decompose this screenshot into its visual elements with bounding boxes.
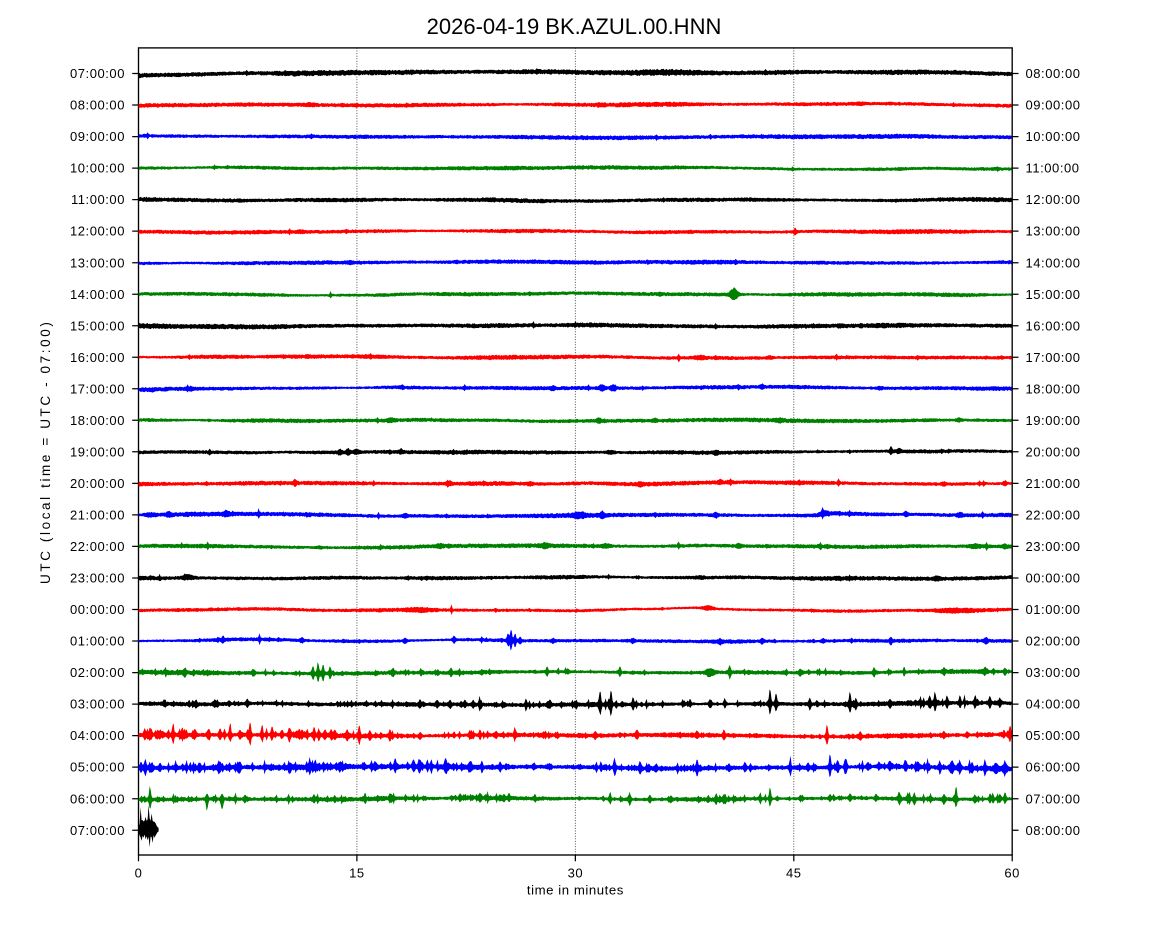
svg-text:05:00:00: 05:00:00 — [1026, 728, 1081, 743]
svg-text:19:00:00: 19:00:00 — [1026, 413, 1081, 428]
svg-text:21:00:00: 21:00:00 — [70, 508, 125, 523]
svg-text:01:00:00: 01:00:00 — [70, 634, 125, 649]
svg-text:17:00:00: 17:00:00 — [70, 381, 125, 396]
svg-text:03:00:00: 03:00:00 — [70, 697, 125, 712]
svg-text:22:00:00: 22:00:00 — [1026, 508, 1081, 523]
svg-text:45: 45 — [786, 865, 802, 880]
svg-text:14:00:00: 14:00:00 — [70, 287, 125, 302]
svg-text:12:00:00: 12:00:00 — [1026, 192, 1081, 207]
svg-text:00:00:00: 00:00:00 — [70, 602, 125, 617]
svg-text:02:00:00: 02:00:00 — [70, 665, 125, 680]
svg-text:08:00:00: 08:00:00 — [1026, 823, 1081, 838]
svg-text:07:00:00: 07:00:00 — [70, 66, 125, 81]
svg-text:time in minutes: time in minutes — [527, 883, 624, 898]
svg-text:01:00:00: 01:00:00 — [1026, 602, 1081, 617]
svg-text:10:00:00: 10:00:00 — [70, 161, 125, 176]
svg-text:18:00:00: 18:00:00 — [1026, 381, 1081, 396]
svg-text:04:00:00: 04:00:00 — [70, 728, 125, 743]
svg-text:18:00:00: 18:00:00 — [70, 413, 125, 428]
svg-text:15:00:00: 15:00:00 — [70, 318, 125, 333]
svg-text:22:00:00: 22:00:00 — [70, 539, 125, 554]
svg-text:21:00:00: 21:00:00 — [1026, 476, 1081, 491]
svg-text:10:00:00: 10:00:00 — [1026, 129, 1081, 144]
svg-text:13:00:00: 13:00:00 — [1026, 224, 1081, 239]
svg-text:20:00:00: 20:00:00 — [70, 476, 125, 491]
svg-text:07:00:00: 07:00:00 — [70, 823, 125, 838]
svg-text:2026-04-19 BK.AZUL.00.HNN: 2026-04-19 BK.AZUL.00.HNN — [427, 14, 722, 39]
svg-text:11:00:00: 11:00:00 — [1026, 161, 1080, 176]
svg-text:15:00:00: 15:00:00 — [1026, 287, 1081, 302]
svg-text:07:00:00: 07:00:00 — [1026, 791, 1081, 806]
svg-text:03:00:00: 03:00:00 — [1026, 665, 1081, 680]
svg-text:16:00:00: 16:00:00 — [1026, 318, 1081, 333]
svg-text:60: 60 — [1004, 865, 1020, 880]
svg-text:13:00:00: 13:00:00 — [70, 255, 125, 270]
svg-text:06:00:00: 06:00:00 — [70, 791, 125, 806]
svg-text:09:00:00: 09:00:00 — [1026, 98, 1081, 113]
svg-text:UTC (local time = UTC - 07:00): UTC (local time = UTC - 07:00) — [38, 320, 53, 584]
svg-text:19:00:00: 19:00:00 — [70, 444, 125, 459]
svg-text:00:00:00: 00:00:00 — [1026, 571, 1081, 586]
svg-text:05:00:00: 05:00:00 — [70, 760, 125, 775]
svg-text:09:00:00: 09:00:00 — [70, 129, 125, 144]
svg-text:08:00:00: 08:00:00 — [1026, 66, 1081, 81]
svg-text:14:00:00: 14:00:00 — [1026, 255, 1081, 270]
svg-text:30: 30 — [568, 865, 584, 880]
svg-text:12:00:00: 12:00:00 — [70, 224, 125, 239]
svg-text:06:00:00: 06:00:00 — [1026, 760, 1081, 775]
svg-text:0: 0 — [135, 865, 143, 880]
svg-text:11:00:00: 11:00:00 — [71, 192, 125, 207]
svg-text:23:00:00: 23:00:00 — [70, 571, 125, 586]
svg-text:15: 15 — [349, 865, 365, 880]
svg-text:08:00:00: 08:00:00 — [70, 98, 125, 113]
svg-text:04:00:00: 04:00:00 — [1026, 697, 1081, 712]
svg-text:20:00:00: 20:00:00 — [1026, 444, 1081, 459]
svg-text:16:00:00: 16:00:00 — [70, 350, 125, 365]
svg-text:17:00:00: 17:00:00 — [1026, 350, 1081, 365]
svg-text:02:00:00: 02:00:00 — [1026, 634, 1081, 649]
svg-text:23:00:00: 23:00:00 — [1026, 539, 1081, 554]
